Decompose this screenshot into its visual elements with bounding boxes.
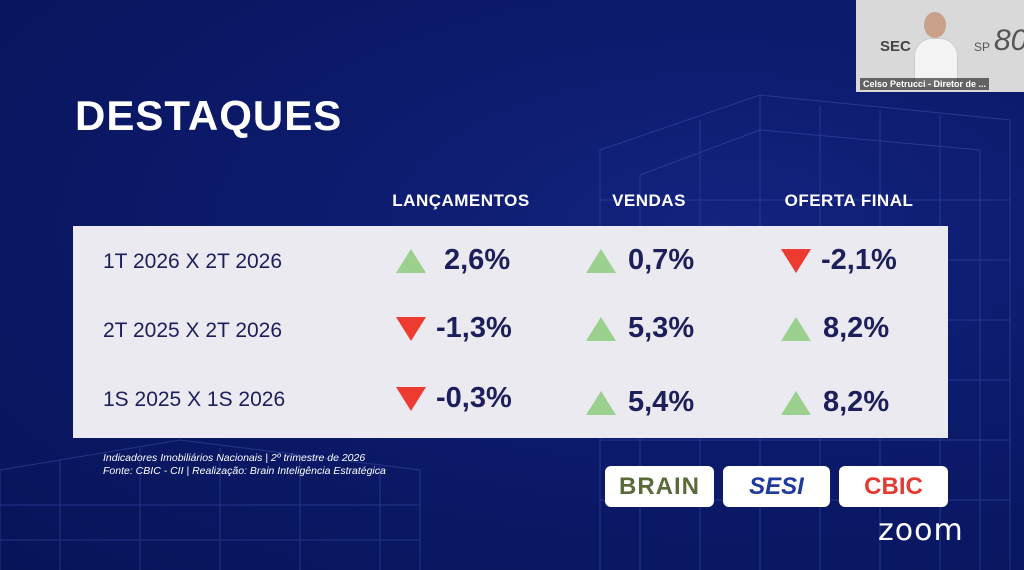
cell-value: 5,4% — [628, 386, 695, 418]
cbic-logo-text: CBIC — [864, 472, 923, 500]
cell-vendas: 5,3% — [586, 312, 694, 345]
trend-up-icon — [586, 248, 616, 273]
cell-value: 8,2% — [823, 386, 890, 418]
trend-up-icon — [586, 390, 616, 415]
row-label: 2T 2025 X 2T 2026 — [103, 319, 283, 342]
cell-value: -2,1% — [821, 244, 897, 276]
column-header-lancamentos: LANÇAMENTOS — [392, 191, 530, 210]
trend-up-icon — [781, 390, 811, 415]
cell-value: -1,3% — [436, 312, 512, 344]
zoom-watermark: zoom — [878, 513, 964, 548]
participant-name: Celso Petrucci - Diretor de ... — [860, 78, 990, 90]
brain-logo: BRAIN — [605, 466, 714, 507]
cell-value: 8,2% — [823, 312, 890, 344]
sesi-logo-text: SESI — [749, 472, 804, 500]
trend-down-icon — [396, 316, 426, 341]
trend-down-icon — [781, 248, 811, 273]
video-backdrop-logo: SEC — [880, 38, 911, 55]
participant-avatar — [914, 10, 958, 88]
trend-up-icon — [586, 316, 616, 341]
video-backdrop-suffix: SP — [974, 40, 991, 54]
cell-vendas: 5,4% — [586, 386, 694, 419]
row-label: 1T 2026 X 2T 2026 — [103, 250, 283, 273]
cell-oferta-final: 8,2% — [781, 386, 889, 419]
cell-lancamentos: -0,3% — [396, 382, 512, 415]
source-line-1: Indicadores Imobiliários Nacionais | 2º … — [103, 452, 366, 464]
sesi-logo: SESI — [723, 466, 830, 507]
cell-value: 2,6% — [444, 244, 511, 276]
highlights-table: 1T 2026 X 2T 2026 2,6% 0,7% -2,1% 2T 202… — [73, 226, 948, 438]
cell-oferta-final: -2,1% — [781, 244, 897, 277]
cbic-logo: CBIC — [839, 466, 948, 507]
video-backdrop-anniversary: 80 — [994, 24, 1024, 57]
trend-up-icon — [781, 316, 811, 341]
trend-up-icon — [396, 248, 426, 273]
cell-oferta-final: 8,2% — [781, 312, 889, 345]
cell-value: 5,3% — [628, 312, 695, 344]
source-line-2: Fonte: CBIC - CII | Realização: Brain In… — [103, 465, 386, 477]
cell-vendas: 0,7% — [586, 244, 694, 277]
row-label: 1S 2025 X 1S 2026 — [103, 388, 286, 411]
cell-value: 0,7% — [628, 244, 695, 276]
cell-value: -0,3% — [436, 382, 512, 414]
trend-down-icon — [396, 386, 426, 411]
participant-video-tile[interactable]: SEC SP 80 Celso Petrucci - Diretor de ..… — [856, 0, 1024, 92]
column-header-vendas: VENDAS — [612, 191, 686, 210]
backdrop-logo-text: SEC — [880, 38, 911, 55]
column-header-oferta-final: OFERTA FINAL — [784, 191, 914, 210]
cell-lancamentos: 2,6% — [396, 244, 510, 277]
brain-logo-text: BRAIN — [619, 472, 700, 500]
cell-lancamentos: -1,3% — [396, 312, 512, 345]
slide-title: DESTAQUES — [75, 92, 343, 139]
